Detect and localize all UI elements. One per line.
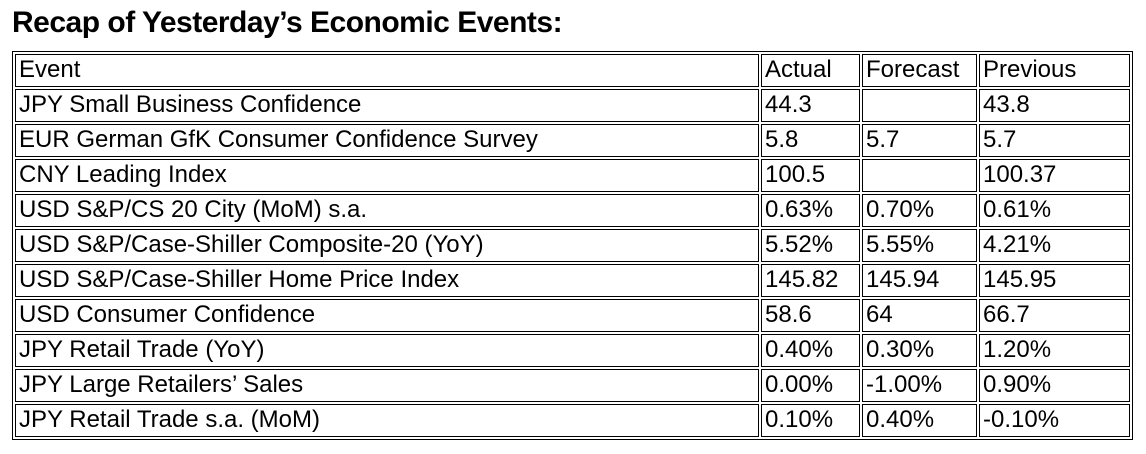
table-row: USD Consumer Confidence 58.6 64 66.7 [15, 299, 1130, 332]
table-row: USD S&P/CS 20 City (MoM) s.a. 0.63% 0.70… [15, 194, 1130, 227]
actual-cell: 58.6 [761, 299, 860, 332]
previous-cell: 4.21% [979, 229, 1130, 262]
forecast-cell: 0.70% [862, 194, 977, 227]
previous-cell: 1.20% [979, 334, 1130, 367]
actual-cell: 100.5 [761, 159, 860, 192]
previous-cell: 5.7 [979, 124, 1130, 157]
event-cell: EUR German GfK Consumer Confidence Surve… [15, 124, 759, 157]
actual-cell: 0.40% [761, 334, 860, 367]
forecast-cell: 0.30% [862, 334, 977, 367]
actual-cell: 44.3 [761, 89, 860, 122]
economic-events-table: Event Actual Forecast Previous JPY Small… [12, 51, 1133, 440]
event-cell: USD S&P/Case-Shiller Composite-20 (YoY) [15, 229, 759, 262]
actual-cell: 5.52% [761, 229, 860, 262]
header-row: Event Actual Forecast Previous [15, 54, 1130, 87]
forecast-cell: -1.00% [862, 369, 977, 402]
event-cell: JPY Retail Trade (YoY) [15, 334, 759, 367]
column-header-event: Event [15, 54, 759, 87]
forecast-cell: 5.55% [862, 229, 977, 262]
previous-cell: 145.95 [979, 264, 1130, 297]
table-row: CNY Leading Index 100.5 100.37 [15, 159, 1130, 192]
actual-cell: 145.82 [761, 264, 860, 297]
table-body: JPY Small Business Confidence 44.3 43.8 … [15, 89, 1130, 437]
table-row: JPY Large Retailers’ Sales 0.00% -1.00% … [15, 369, 1130, 402]
event-cell: USD S&P/Case-Shiller Home Price Index [15, 264, 759, 297]
previous-cell: -0.10% [979, 404, 1130, 437]
previous-cell: 0.90% [979, 369, 1130, 402]
previous-cell: 43.8 [979, 89, 1130, 122]
event-cell: CNY Leading Index [15, 159, 759, 192]
event-cell: JPY Small Business Confidence [15, 89, 759, 122]
actual-cell: 0.63% [761, 194, 860, 227]
event-cell: USD S&P/CS 20 City (MoM) s.a. [15, 194, 759, 227]
previous-cell: 66.7 [979, 299, 1130, 332]
forecast-cell: 5.7 [862, 124, 977, 157]
forecast-cell [862, 89, 977, 122]
event-cell: JPY Retail Trade s.a. (MoM) [15, 404, 759, 437]
forecast-cell: 145.94 [862, 264, 977, 297]
table-row: EUR German GfK Consumer Confidence Surve… [15, 124, 1130, 157]
actual-cell: 0.00% [761, 369, 860, 402]
table-row: JPY Small Business Confidence 44.3 43.8 [15, 89, 1130, 122]
event-cell: JPY Large Retailers’ Sales [15, 369, 759, 402]
forecast-cell: 64 [862, 299, 977, 332]
actual-cell: 5.8 [761, 124, 860, 157]
previous-cell: 0.61% [979, 194, 1130, 227]
column-header-previous: Previous [979, 54, 1130, 87]
table-row: USD S&P/Case-Shiller Home Price Index 14… [15, 264, 1130, 297]
previous-cell: 100.37 [979, 159, 1130, 192]
forecast-cell: 0.40% [862, 404, 977, 437]
table-row: JPY Retail Trade (YoY) 0.40% 0.30% 1.20% [15, 334, 1130, 367]
event-cell: USD Consumer Confidence [15, 299, 759, 332]
forecast-cell [862, 159, 977, 192]
actual-cell: 0.10% [761, 404, 860, 437]
table-row: USD S&P/Case-Shiller Composite-20 (YoY) … [15, 229, 1130, 262]
page-title: Recap of Yesterday’s Economic Events: [12, 6, 563, 39]
table-row: JPY Retail Trade s.a. (MoM) 0.10% 0.40% … [15, 404, 1130, 437]
column-header-forecast: Forecast [862, 54, 977, 87]
column-header-actual: Actual [761, 54, 860, 87]
